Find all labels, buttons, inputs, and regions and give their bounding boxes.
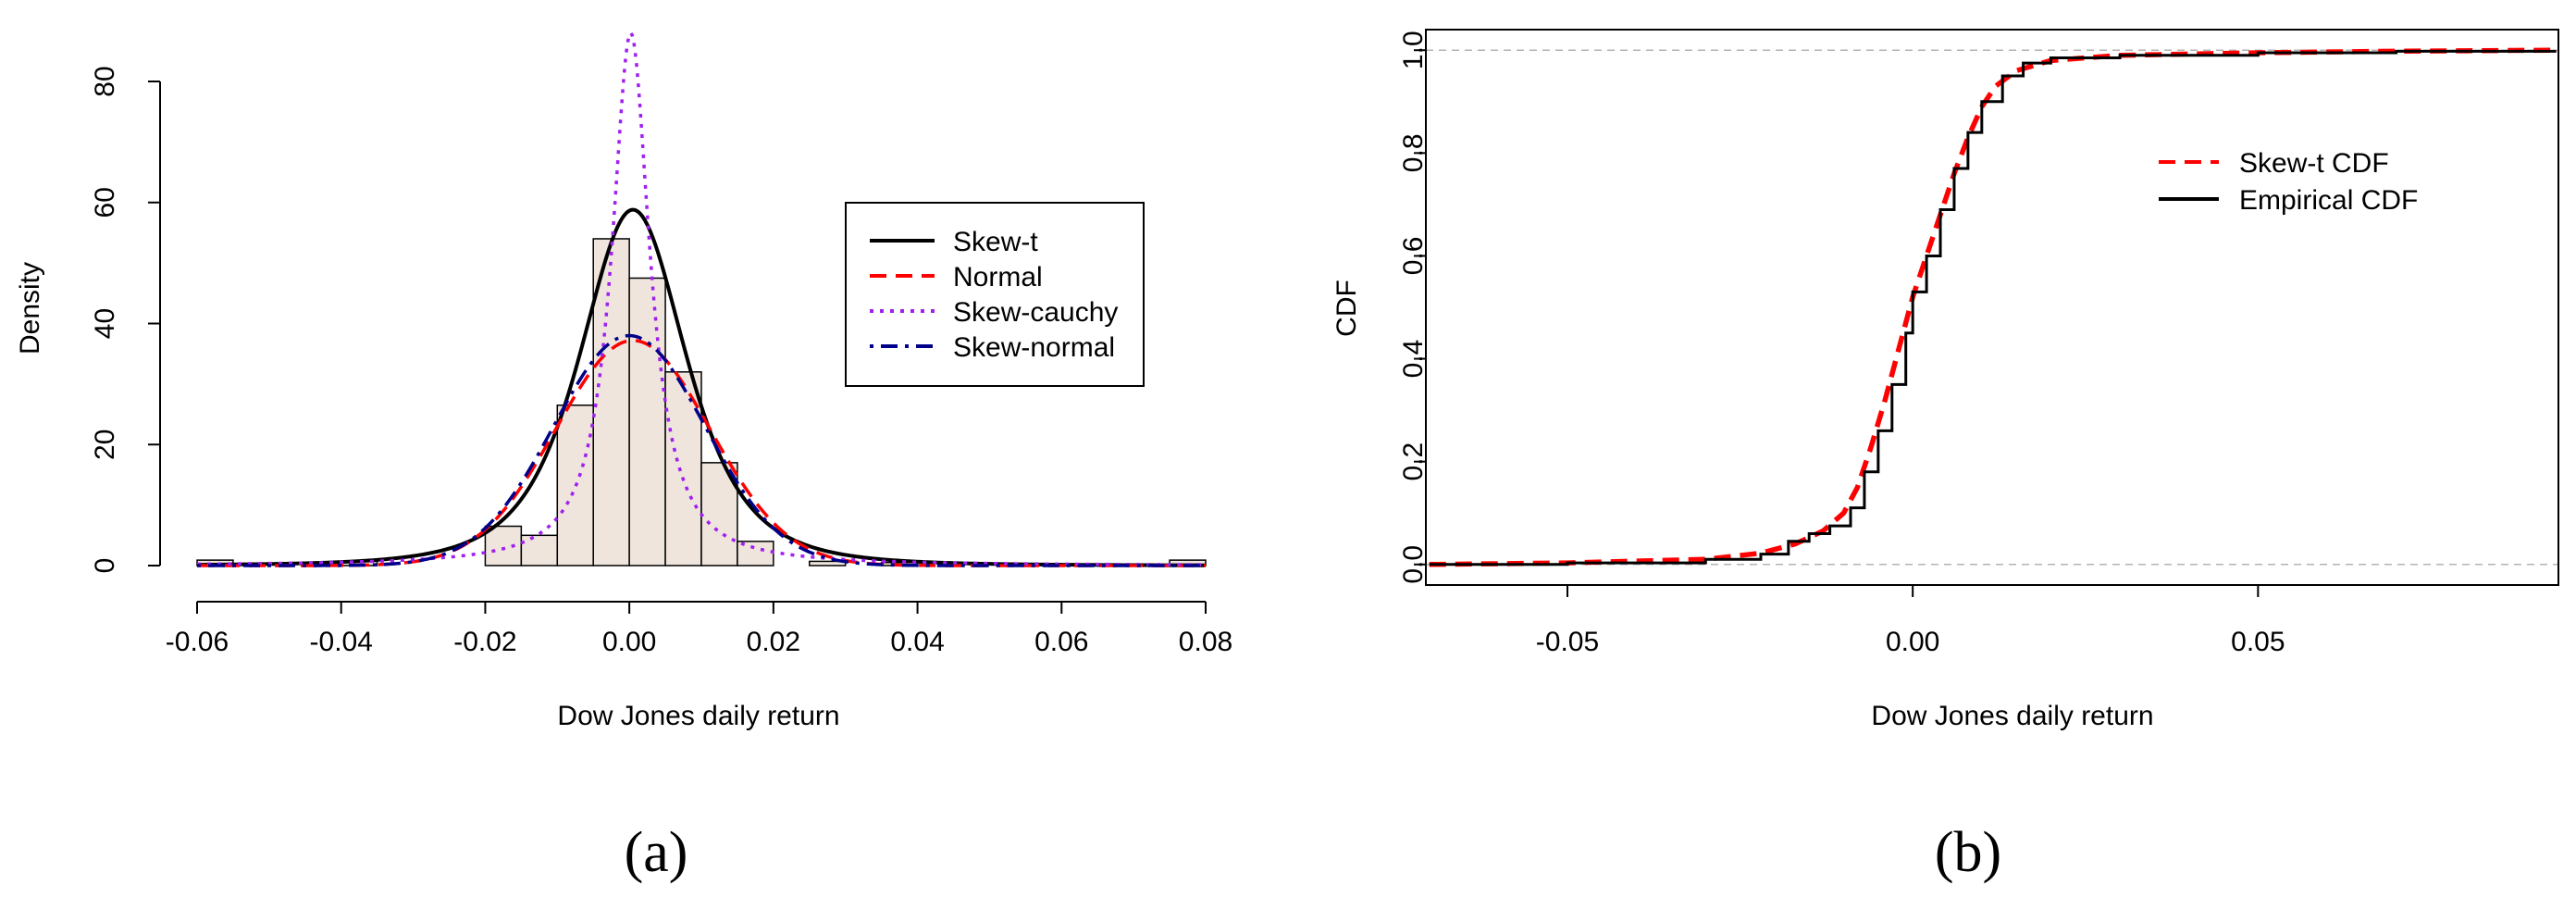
x-tick-label: 0.08: [1179, 627, 1232, 657]
histogram-bar-10: [809, 560, 847, 567]
legend-label: Skew-normal: [953, 332, 1115, 363]
panel-b-x-ticks: -0.05 0.00 0.05: [1536, 585, 2285, 657]
y-tick-label: 0.4: [1398, 340, 1429, 379]
panel-a-legend-box: [845, 202, 1145, 387]
legend-label: Skew-t: [953, 227, 1038, 257]
x-tick-label: 0.05: [2231, 627, 2285, 657]
x-tick-label: 0.04: [890, 627, 944, 657]
panel-b-cdf-curves: [1429, 47, 2557, 567]
histogram-bar-6: [628, 277, 666, 567]
legend-label: Skew-t CDF: [2239, 148, 2389, 179]
panel-b-y-axis-title: CDF: [1331, 280, 1362, 337]
legend-label: Skew-cauchy: [953, 297, 1118, 328]
panel-b-plot-box: [1425, 29, 2559, 586]
x-tick-label: 0.00: [1886, 627, 1939, 657]
x-tick-label: -0.02: [453, 627, 516, 657]
histogram-bar-2: [484, 525, 523, 567]
panel-b-reference-lines: [1426, 49, 2558, 566]
panel-a-y-ticks: 0 20 40 60 80: [90, 66, 160, 573]
cdf-curve-empirical-cdf: [1429, 49, 2557, 567]
legend-label: Empirical CDF: [2239, 185, 2418, 216]
legend-label: Normal: [953, 262, 1043, 293]
y-tick-label: 20: [90, 430, 120, 460]
y-tick-label: 0.6: [1398, 237, 1429, 276]
panel-b-label: (b): [1935, 821, 2001, 884]
histogram-bar-7: [664, 371, 702, 567]
y-tick-label: 0.2: [1398, 442, 1429, 481]
panel-a-label: (a): [625, 821, 688, 884]
y-tick-label: 0.8: [1398, 133, 1429, 172]
panel-b-legend: Skew-t CDF Empirical CDF: [2159, 148, 2418, 216]
density-curve-skew-cauchy: [196, 30, 1207, 567]
panel-a-density-curves: [196, 30, 1207, 567]
x-tick-label: -0.04: [310, 627, 373, 657]
panel-b-x-axis-title: Dow Jones daily return: [1871, 701, 2153, 731]
y-tick-label: 80: [90, 66, 120, 96]
y-tick-label: 0: [90, 558, 120, 574]
x-tick-label: -0.06: [166, 627, 229, 657]
density-curve-skew-normal: [197, 333, 1206, 567]
panel-b-y-ticks: 0.0 0.2 0.4 0.6 0.8 1.0: [1398, 31, 1429, 583]
panel-a-x-ticks: -0.06 -0.04 -0.02 0.00 0.02 0.04 0.06 0.08: [166, 602, 1232, 657]
x-tick-label: 0.00: [602, 627, 656, 657]
panel-a-legend: Skew-t Normal Skew-cauchy Skew-normal: [845, 202, 1145, 387]
cdf-curve-skew-t-cdf: [1429, 47, 2556, 567]
y-tick-label: 40: [90, 308, 120, 339]
y-tick-label: 0.0: [1398, 545, 1429, 584]
y-tick-label: 60: [90, 187, 120, 218]
x-tick-label: 0.06: [1034, 627, 1088, 657]
x-tick-label: -0.05: [1536, 627, 1599, 657]
panel-a-y-axis-title: Density: [15, 262, 45, 355]
panel-a-density-histogram: -0.06 -0.04 -0.02 0.00 0.02 0.04 0.06 0.08 0 20 4…: [15, 30, 1232, 884]
panel-a-x-axis-title: Dow Jones daily return: [557, 701, 839, 731]
x-tick-label: 0.02: [747, 627, 800, 657]
y-tick-label: 1.0: [1398, 31, 1429, 69]
histogram-bar-3: [520, 534, 559, 567]
panel-b-cdf-plot: -0.05 0.00 0.05 0.0 0.2 0.4 0.6 0.8 1.0 Dow Jon…: [1331, 29, 2559, 884]
